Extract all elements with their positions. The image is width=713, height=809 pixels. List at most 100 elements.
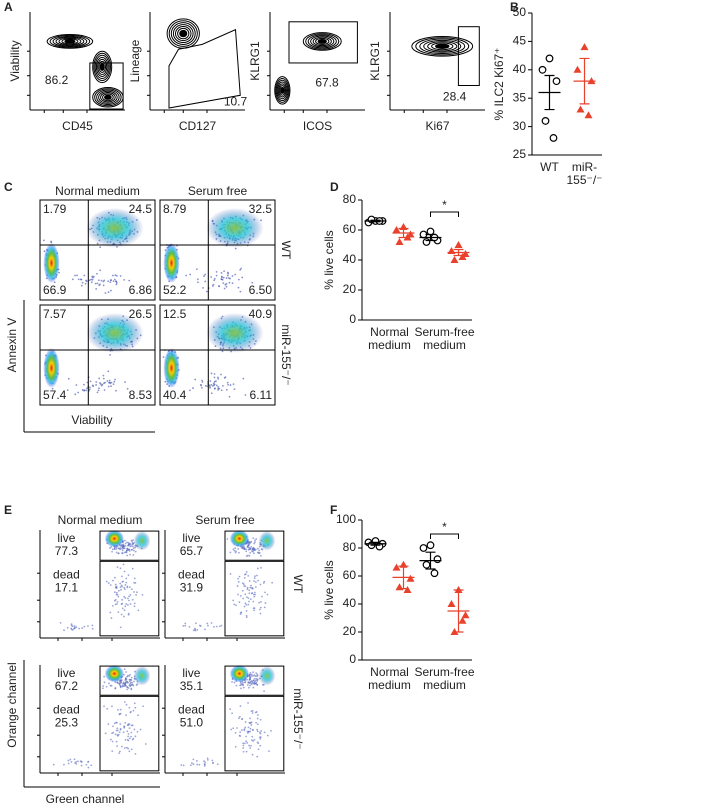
flow-event: [256, 714, 259, 716]
flow-event: [254, 541, 256, 544]
gate-value: 25.3: [55, 715, 79, 729]
flow-event: [129, 711, 132, 714]
density: [43, 243, 60, 283]
flow-event: [213, 376, 216, 379]
data-point: [422, 560, 431, 569]
flow-event: [255, 675, 258, 678]
y-tick-label: 80: [343, 540, 357, 554]
flow-event: [249, 551, 252, 554]
flow-event: [129, 553, 131, 556]
gate: [224, 530, 285, 561]
gate-value: 10.7: [224, 94, 248, 108]
flow-event: [111, 740, 114, 743]
flow-event: [67, 759, 70, 762]
panel-letter: B: [510, 0, 519, 14]
flow-event: [254, 575, 256, 578]
flow-event: [204, 761, 207, 764]
quadrant-value: 1.79: [43, 202, 67, 216]
flow-event: [196, 278, 199, 281]
flow-event: [254, 679, 257, 682]
x-axis-label: ICOS: [303, 119, 332, 133]
flow-event: [124, 588, 126, 591]
flow-event: [223, 270, 226, 273]
flow-event: [204, 280, 207, 283]
flow-event: [139, 728, 142, 731]
flow-event: [252, 740, 255, 742]
flow-event: [229, 551, 232, 554]
flow-event: [249, 598, 252, 601]
flow-event: [118, 682, 121, 685]
flow-event: [128, 599, 130, 602]
flow-event: [245, 571, 248, 573]
flow-event: [141, 593, 144, 596]
flow-event: [247, 686, 250, 689]
y-tick-label: 40: [513, 62, 527, 76]
y-axis-label: % ILC2 Ki67⁺: [492, 47, 506, 120]
flow-event: [88, 279, 91, 282]
flow-event: [244, 680, 247, 683]
flow-event: [132, 547, 135, 550]
flow-event: [250, 683, 253, 686]
flow-event: [256, 728, 259, 731]
flow-event: [245, 616, 248, 619]
flow-event: [77, 760, 79, 763]
flow-event: [128, 586, 131, 589]
flow-event: [128, 595, 130, 598]
flow-event: [81, 281, 84, 284]
flow-event: [251, 592, 253, 595]
flow-event: [243, 605, 246, 608]
flow-event: [83, 389, 85, 392]
flow-event: [130, 735, 132, 738]
flow-event: [106, 380, 109, 382]
flow-event: [117, 708, 119, 711]
data-point: [392, 226, 401, 233]
flow-event: [247, 702, 249, 704]
flow-event: [120, 545, 122, 547]
contour: [98, 60, 107, 73]
flow-event: [245, 548, 247, 551]
flow-event: [125, 684, 127, 687]
data-point: [549, 134, 558, 142]
flow-event: [237, 580, 240, 583]
flow-event: [263, 731, 266, 734]
contour: [276, 79, 289, 102]
flow-event: [206, 759, 209, 761]
flow-event: [117, 552, 120, 555]
flow-event: [227, 383, 230, 386]
flow-event: [70, 627, 73, 630]
flow-event: [229, 708, 232, 711]
flow-event: [73, 758, 76, 761]
y-tick-label: 60: [343, 222, 357, 236]
flow-event: [237, 593, 239, 596]
quadrant-value: 6.11: [250, 388, 273, 402]
flow-event: [252, 600, 255, 603]
flow-event: [109, 281, 112, 284]
flow-event: [189, 764, 192, 767]
flow-event: [217, 285, 220, 287]
flow-event: [112, 579, 114, 582]
data-point: [454, 241, 463, 248]
flow-event: [115, 585, 118, 588]
row-label: miR-155⁻/⁻: [279, 324, 293, 385]
flow-event: [121, 684, 124, 687]
flow-event: [131, 598, 134, 601]
flow-event: [249, 717, 251, 720]
flow-event: [87, 625, 89, 627]
flow-event: [258, 549, 261, 552]
flow-event: [229, 573, 232, 575]
flow-event: [258, 601, 260, 604]
flow-event: [248, 678, 251, 680]
y-tick-label: 50: [513, 5, 527, 19]
flow-event: [241, 582, 244, 585]
flow-event: [121, 602, 124, 605]
flow-event: [120, 613, 123, 616]
error-bar: [370, 541, 381, 546]
flow-event: [130, 545, 133, 547]
x-axis-label: CD45: [62, 119, 93, 133]
flow-event: [220, 373, 222, 376]
y-tick-label: 25: [513, 147, 527, 161]
gate-value: 67.8: [315, 76, 339, 90]
flow-event: [104, 292, 107, 294]
flow-event: [255, 538, 258, 540]
flow-event: [86, 387, 89, 390]
